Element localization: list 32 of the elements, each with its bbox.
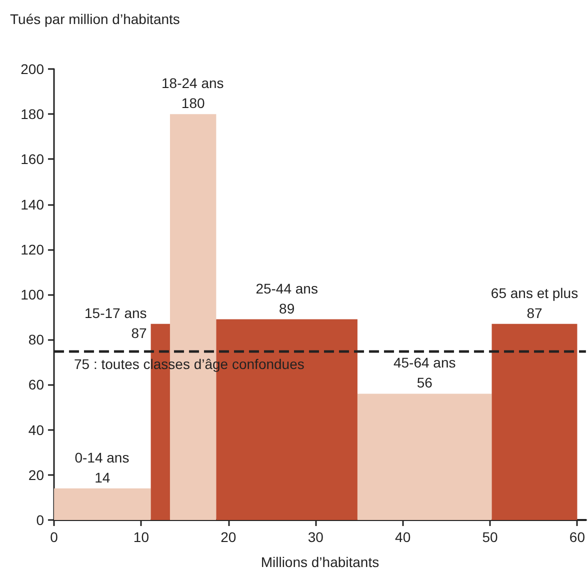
y-tick-label: 60 [28, 376, 44, 393]
y-tick-label: 0 [36, 512, 44, 528]
y-tick-label: 100 [20, 286, 44, 302]
annotation: 18-24 ans [162, 75, 224, 92]
y-axis-title: Tués par million d’habitants [10, 11, 180, 27]
data-label: 89 [279, 300, 295, 316]
data-label: 87 [526, 304, 542, 321]
data-label: 14 [94, 469, 110, 486]
x-axis-title: Millions d’habitants [260, 554, 380, 570]
x-tick-label: 20 [220, 529, 236, 545]
annotation: 65 ans et plus [490, 284, 578, 301]
x-tick-label: 10 [133, 529, 150, 545]
y-tick-label: 20 [28, 466, 44, 483]
x-tick-label: 0 [50, 529, 58, 545]
data-label: 56 [416, 374, 433, 391]
y-tick-label: 80 [28, 332, 44, 348]
data-label: 87 [131, 324, 148, 341]
x-tick-label: 30 [308, 529, 324, 545]
x-tick-label: 60 [569, 529, 586, 545]
x-tick-label: 40 [395, 529, 411, 545]
annotation: 0-14 ans [74, 449, 130, 466]
annotation: 45-64 ans [393, 354, 456, 371]
annotation: 25-44 ans [256, 280, 318, 296]
y-tick-label: 40 [28, 422, 44, 438]
y-tick-label: 200 [20, 61, 44, 77]
annotation: 15-17 ans [84, 304, 147, 321]
y-tick-label: 180 [20, 106, 44, 122]
y-tick-label: 140 [20, 196, 44, 212]
y-tick-label: 160 [20, 151, 44, 168]
y-tick-label: 120 [20, 241, 44, 258]
data-label: 180 [181, 95, 205, 112]
x-tick-label: 50 [482, 529, 498, 545]
